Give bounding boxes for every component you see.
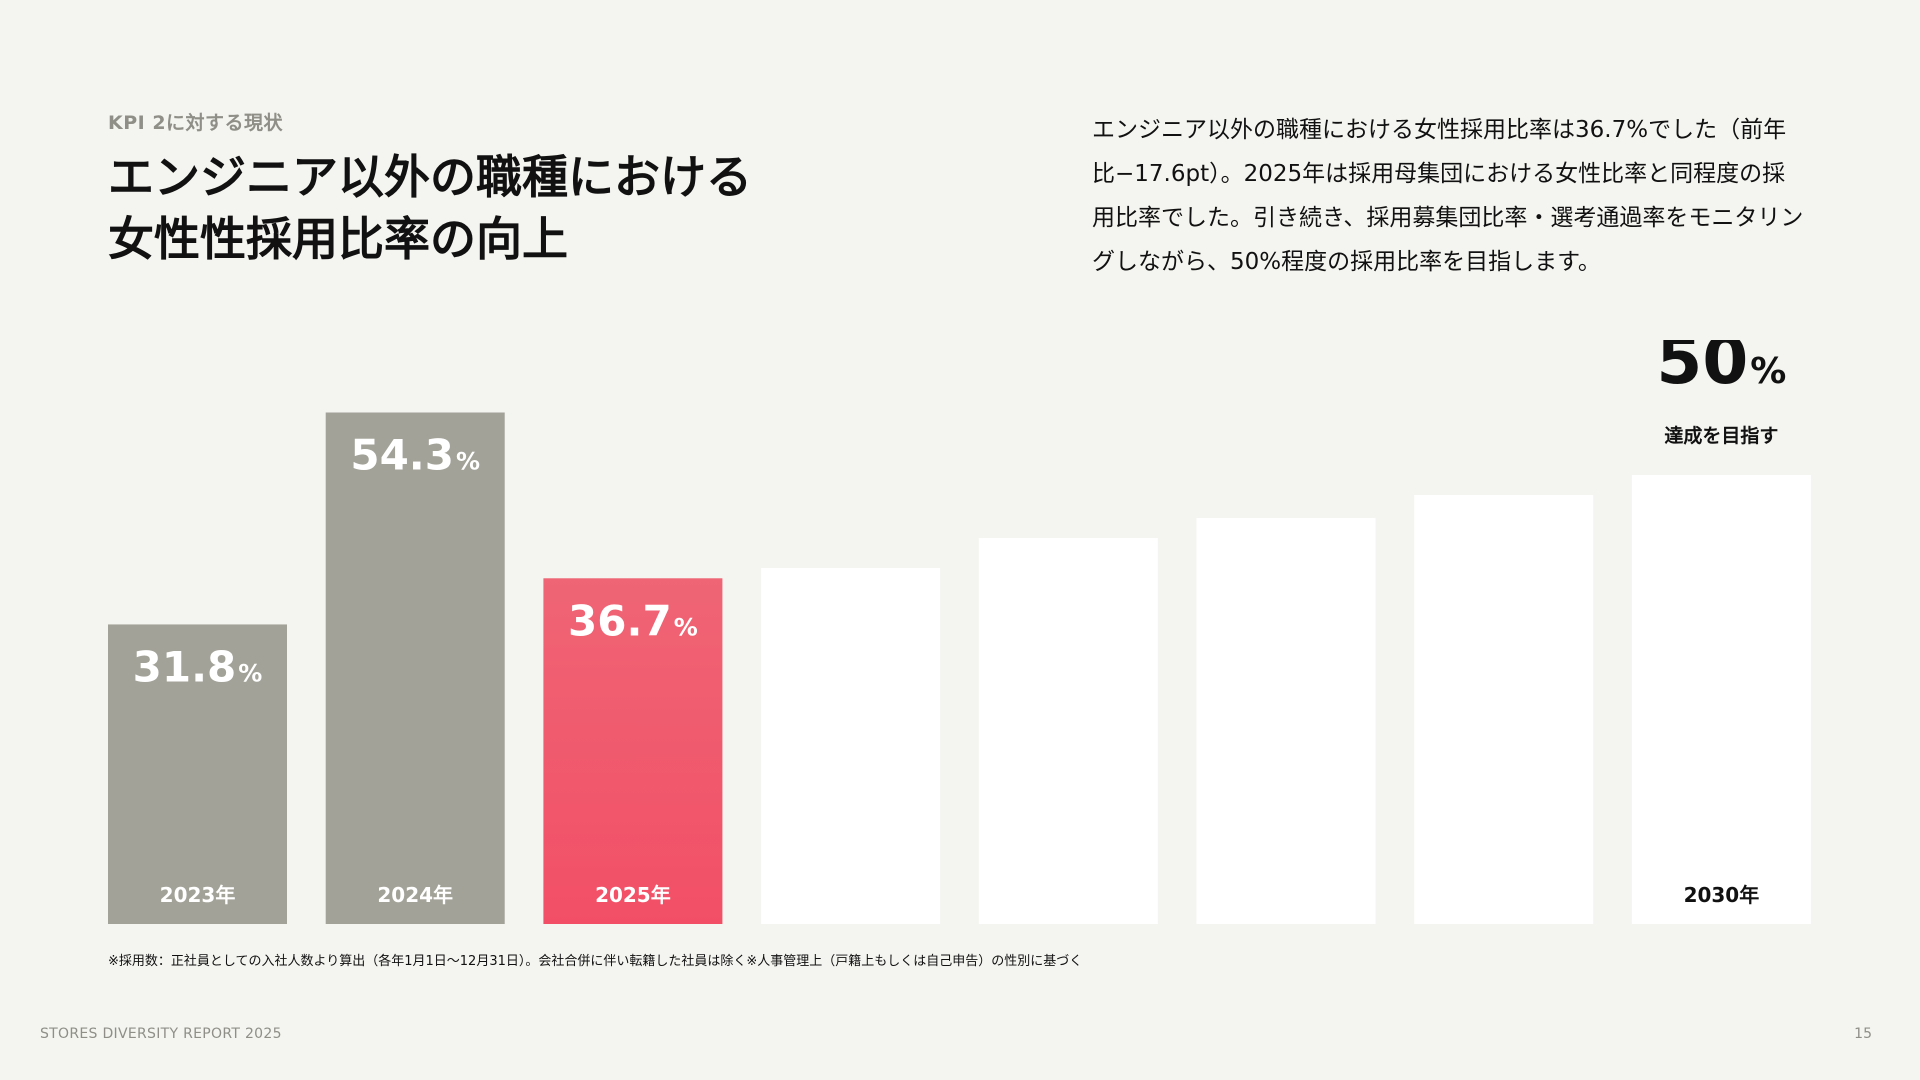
description-line-2: 比−17.6pt）。2025年は採用母集団における女性比率と同程度の採 — [1092, 161, 1786, 187]
title-line-2: 女性性採用比率の向上 — [108, 212, 568, 267]
category-label: 2030年 — [1684, 883, 1760, 907]
bar-7 — [1414, 495, 1594, 924]
page-title: エンジニア以外の職種における 女性性採用比率の向上 — [108, 146, 752, 270]
bar-1 — [108, 624, 287, 924]
description-line-4: グしながら、50%程度の採用比率を目指します。 — [1092, 249, 1601, 275]
bar-5 — [978, 538, 1158, 924]
category-label: 2023年 — [160, 883, 236, 907]
title-line-1: エンジニア以外の職種における — [108, 150, 752, 204]
description-line-1: エンジニア以外の職種における女性採用比率は36.7%でした（前年 — [1092, 117, 1787, 143]
category-label: 2025年 — [595, 883, 671, 907]
description: エンジニア以外の職種における女性採用比率は36.7%でした（前年 比−17.6p… — [1092, 108, 1822, 284]
description-line-3: 用比率でした。引き続き、採用募集団比率・選考通過率をモニタリン — [1092, 205, 1804, 231]
bar-8 — [1631, 475, 1811, 924]
kpi-eyebrow: KPI 2に対する現状 — [108, 112, 284, 134]
page-number: 15 — [1854, 1026, 1872, 1042]
target-caption: 達成を目指す — [1664, 424, 1778, 447]
bar-3 — [543, 578, 723, 924]
footer-brand: STORES DIVERSITY REPORT 2025 — [40, 1026, 282, 1042]
category-label: 2024年 — [377, 883, 453, 907]
bar-6 — [1196, 518, 1376, 924]
footnote: ※採用数：正社員としての入社人数より算出（各年1月1日〜12月31日）。会社合併… — [108, 954, 1083, 969]
bar-4 — [761, 568, 941, 924]
bar-2 — [325, 412, 505, 924]
target-value-label: 50% — [1656, 340, 1786, 399]
